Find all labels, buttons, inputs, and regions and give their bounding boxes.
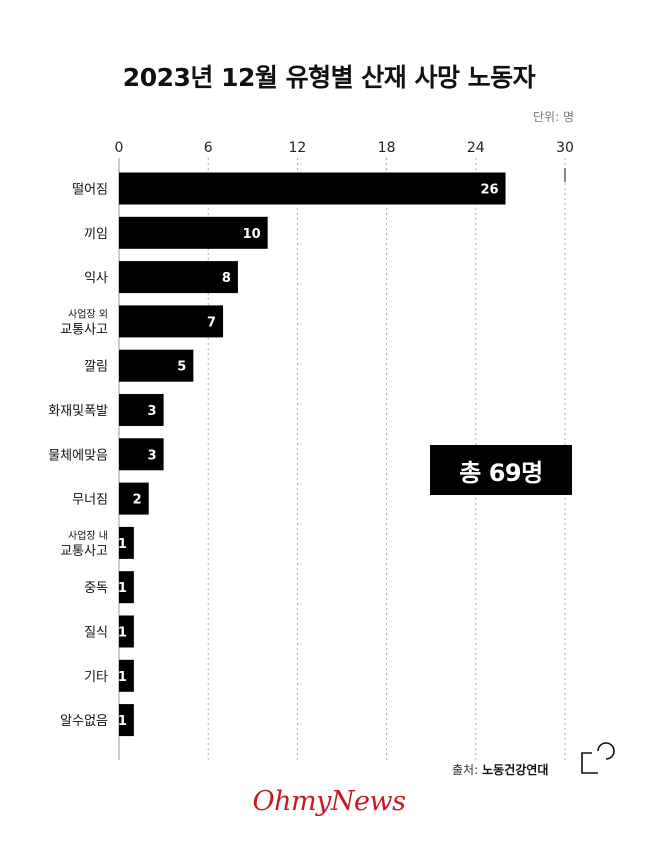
x-tick-label: 12 — [288, 140, 306, 156]
bar-value-label: 1 — [118, 537, 127, 552]
category-label: 물체에맞음 — [48, 448, 108, 463]
x-tick-label: 0 — [115, 140, 124, 156]
bar — [119, 172, 506, 205]
bar-value-label: 1 — [118, 581, 127, 596]
bar-value-label: 10 — [243, 227, 261, 242]
category-label: 무너짐 — [72, 493, 108, 508]
bar — [119, 571, 134, 604]
x-tick-label: 18 — [378, 140, 396, 156]
ohmynews-logo: OhmyNews — [252, 786, 406, 817]
bar-value-label: 1 — [118, 626, 127, 641]
bar — [119, 216, 268, 249]
bar-value-label: 5 — [177, 360, 186, 375]
category-label: 사업장 외 교통사고 — [60, 307, 108, 337]
bar — [119, 659, 134, 692]
bar — [119, 438, 164, 471]
source-label: 출처: — [452, 763, 479, 777]
bar — [119, 261, 238, 294]
category-label: 익사 — [84, 271, 108, 286]
bar — [119, 349, 194, 382]
bar — [119, 526, 134, 559]
unit-label: 단위: 명 — [533, 110, 574, 124]
category-label: 떨어짐 — [72, 183, 108, 198]
bar — [119, 482, 149, 515]
category-label: 질식 — [84, 626, 108, 641]
source-credit: 출처: 노동건강연대 — [452, 761, 548, 778]
bar-value-label: 7 — [207, 315, 216, 330]
bar-value-label: 3 — [148, 404, 157, 419]
bar-value-label: 8 — [222, 271, 231, 286]
x-tick-label: 24 — [467, 140, 485, 156]
category-label: 끼임 — [84, 227, 108, 242]
category-label: 중독 — [84, 581, 108, 596]
source-name: 노동건강연대 — [482, 763, 549, 777]
bars: 26 10 8 7 5 3 3 2 1 1 1 1 1 — [118, 172, 506, 737]
x-tick-label: 30 — [556, 140, 574, 156]
bar — [119, 704, 134, 737]
bar-value-label: 26 — [480, 183, 498, 198]
total-count-badge: 총 69명 — [430, 445, 572, 495]
category-label: 알수없음 — [60, 714, 108, 729]
category-label: 화재및폭발 — [48, 404, 108, 419]
category-label: 사업장 내 교통사고 — [60, 529, 108, 559]
bar-value-label: 2 — [133, 493, 142, 508]
chart-title: 2023년 12월 유형별 산재 사망 노동자 — [122, 63, 536, 92]
category-label: 깔림 — [84, 360, 108, 375]
x-tick-label: 6 — [204, 140, 213, 156]
bar — [119, 394, 164, 426]
bar — [119, 305, 224, 338]
category-label: 기타 — [84, 670, 108, 685]
bar-value-label: 1 — [118, 670, 127, 685]
bar-value-label: 1 — [118, 714, 127, 729]
bar-value-label: 3 — [148, 448, 157, 463]
source-logo-icon — [581, 742, 615, 774]
x-axis-ticks: 0 6 12 18 24 30 — [115, 140, 574, 182]
bar — [119, 615, 134, 648]
